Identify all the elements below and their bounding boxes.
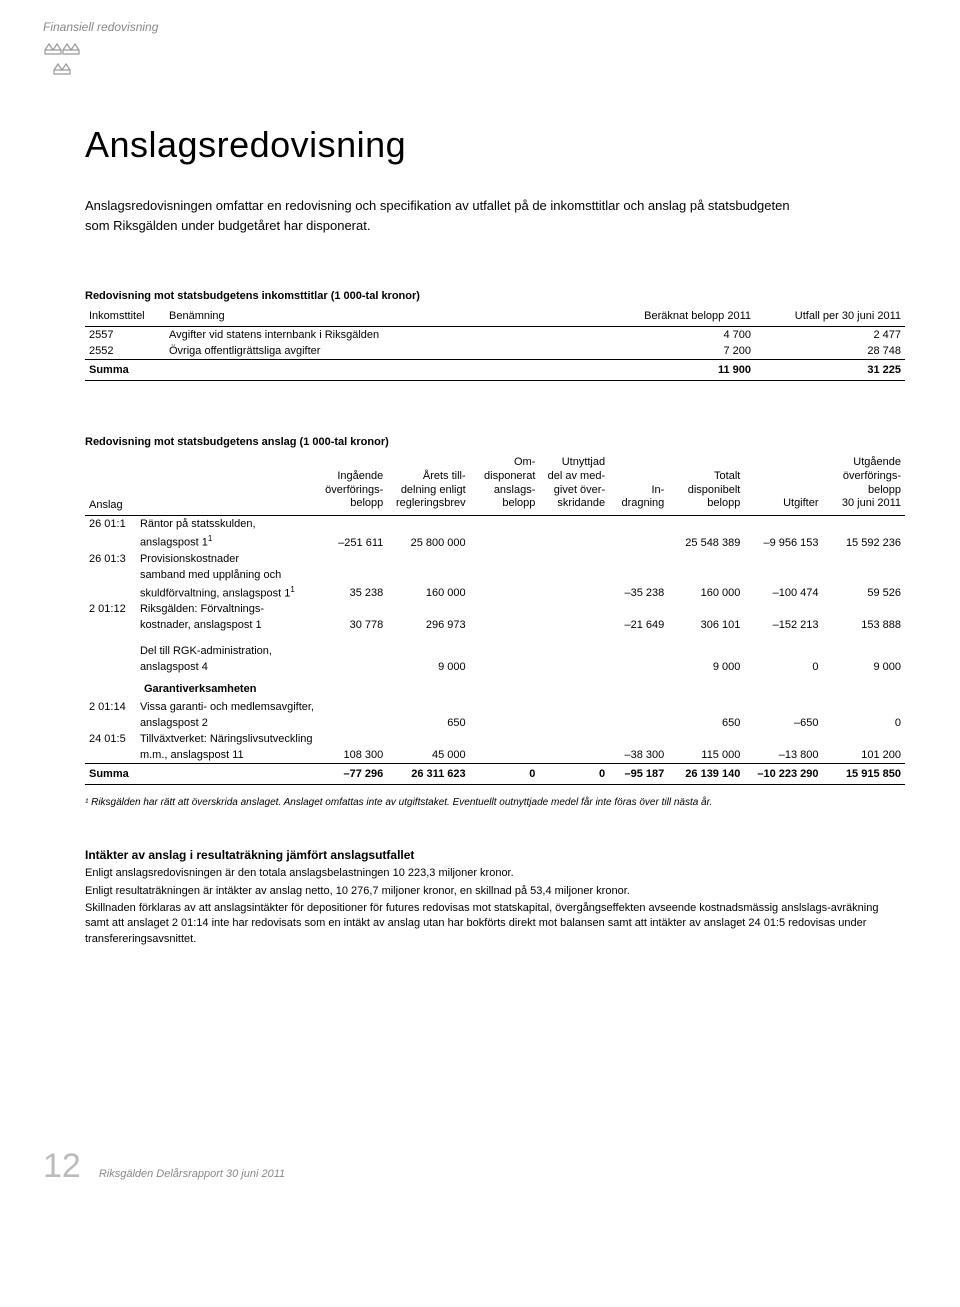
t1-sum-c3: 31 225 — [755, 360, 905, 381]
th-beraknat: Beräknat belopp 2011 — [615, 308, 755, 327]
t1-sum-c2: 11 900 — [615, 360, 755, 381]
table2-title: Redovisning mot statsbudgetens anslag (1… — [85, 436, 905, 448]
table-row: 26 01:3Provisionskostnader — [85, 551, 905, 567]
table-row: 2552Övriga offentligrättsliga avgifter7 … — [85, 343, 905, 360]
t1-sum-label: Summa — [85, 360, 615, 381]
table-row: Garantiverksamheten — [85, 675, 905, 699]
th-totalt: Totaltdisponibeltbelopp — [668, 454, 744, 516]
th-indrag: In-dragning — [609, 454, 668, 516]
th-benamning: Benämning — [165, 308, 615, 327]
income-table: Inkomsttitel Benämning Beräknat belopp 2… — [85, 308, 905, 381]
intro-paragraph: Anslagsredovisningen omfattar en redovis… — [85, 196, 805, 235]
table-row: skuldförvaltning, anslagspost 1135 23816… — [85, 583, 905, 602]
th-inkomsttitel: Inkomsttitel — [85, 308, 165, 327]
table-row: 2 01:14Vissa garanti- och medlemsavgifte… — [85, 699, 905, 715]
th-ing: Ingåendeöverförings-belopp — [317, 454, 387, 516]
table-row: anslagspost 2650650–6500 — [85, 715, 905, 731]
table-row: kostnader, anslagspost 130 778296 973–21… — [85, 617, 905, 633]
table-row — [85, 633, 905, 643]
logo-crowns — [43, 42, 905, 84]
section-p3: Skillnaden förklaras av att anslagsintäk… — [85, 901, 905, 947]
table-row: 2 01:12Riksgälden: Förvaltnings- — [85, 601, 905, 617]
th-utg: Utgåendeöverförings-belopp30 juni 2011 — [823, 454, 905, 516]
th-anslag: Anslag — [85, 454, 317, 516]
th-utgifter: Utgifter — [744, 454, 822, 516]
section-p2: Enligt resultaträkningen är intäkter av … — [85, 884, 905, 899]
header-category: Finansiell redovisning — [43, 20, 905, 34]
table1-title: Redovisning mot statsbudgetens inkomstti… — [85, 290, 905, 302]
table-row: anslagspost 49 0009 00009 000 — [85, 659, 905, 675]
footer-text: Riksgälden Delårsrapport 30 juni 2011 — [99, 1168, 285, 1180]
th-omdisp: Om-disponeratanslags-belopp — [470, 454, 540, 516]
table-row: anslagspost 11–251 61125 800 00025 548 3… — [85, 532, 905, 551]
table-row: m.m., anslagspost 11108 30045 000–38 300… — [85, 747, 905, 764]
section-heading: Intäkter av anslag i resultaträkning jäm… — [85, 848, 905, 862]
table-row: 2557Avgifter vid statens internbank i Ri… — [85, 327, 905, 344]
section-p1: Enligt anslagsredovisningen är den total… — [85, 866, 905, 881]
footnote: ¹ Riksgälden har rätt att överskrida ans… — [85, 797, 905, 808]
th-utfall: Utfall per 30 juni 2011 — [755, 308, 905, 327]
table-row: samband med upplåning och — [85, 567, 905, 583]
page-title: Anslagsredovisning — [85, 124, 905, 166]
anslag-table: Anslag Ingåendeöverförings-belopp Årets … — [85, 454, 905, 785]
page-number: 12 — [43, 1147, 81, 1186]
th-utnyttjad: Utnyttjaddel av med-givet över-skridande — [539, 454, 609, 516]
table-row: Del till RGK-administration, — [85, 643, 905, 659]
table-row: 24 01:5Tillväxtverket: Näringslivsutveck… — [85, 731, 905, 747]
page-footer: 12 Riksgälden Delårsrapport 30 juni 2011 — [43, 1147, 905, 1186]
th-arets: Årets till-delning enligtregleringsbrev — [387, 454, 469, 516]
table-row: 26 01:1Räntor på statsskulden, — [85, 516, 905, 533]
